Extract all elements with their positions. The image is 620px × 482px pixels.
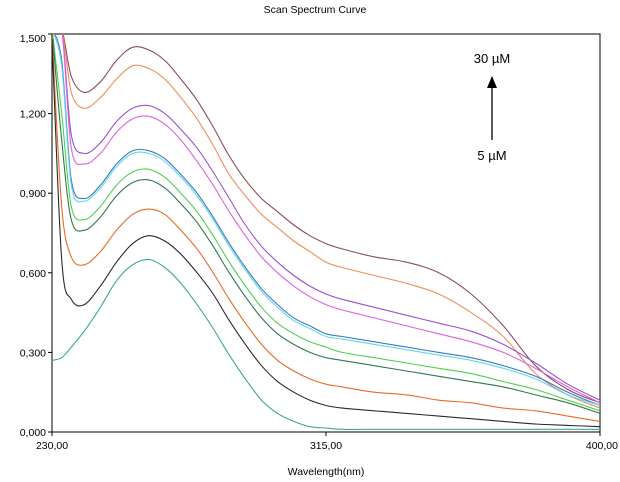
series-line-4 [61, 34, 600, 404]
series-line-7 [52, 34, 600, 412]
series-line-1 [62, 34, 600, 404]
series-line-8 [52, 34, 600, 414]
series-line-5 [54, 34, 600, 407]
series-line-2 [62, 34, 600, 409]
annotation-top-label: 30 µM [474, 51, 510, 66]
series-line-6 [53, 34, 600, 407]
y-tick-label: 1,200 [20, 109, 46, 121]
x-axis-label: Wavelength(nm) [288, 466, 365, 478]
y-axis: 0,000 0,300 0,600 0,900 1,200 1,500 [20, 33, 52, 439]
x-tick-label: 315,00 [310, 440, 342, 452]
plot-area [51, 33, 601, 433]
annotation-arrow-head [487, 76, 497, 88]
x-tick-label: 400,00 [586, 440, 618, 452]
y-tick-label: 0,000 [20, 427, 46, 439]
series-line-11 [52, 258, 600, 430]
chart-title: Scan Spectrum Curve [264, 4, 367, 16]
x-tick-label: 230,00 [36, 440, 68, 452]
y-tick-label: 0,900 [20, 188, 46, 200]
concentration-annotation: 30 µM 5 µM [474, 51, 510, 163]
y-tick-label: 0,300 [20, 347, 46, 359]
series-line-3 [61, 34, 600, 401]
series-group [52, 34, 600, 430]
series-line-10 [52, 38, 600, 428]
series-line-9 [52, 34, 600, 422]
y-tick-label: 0,600 [20, 268, 46, 280]
y-tick-label: 1,500 [20, 33, 46, 45]
x-axis: 230,00 315,00 400,00 [36, 432, 618, 452]
annotation-bottom-label: 5 µM [477, 148, 506, 163]
